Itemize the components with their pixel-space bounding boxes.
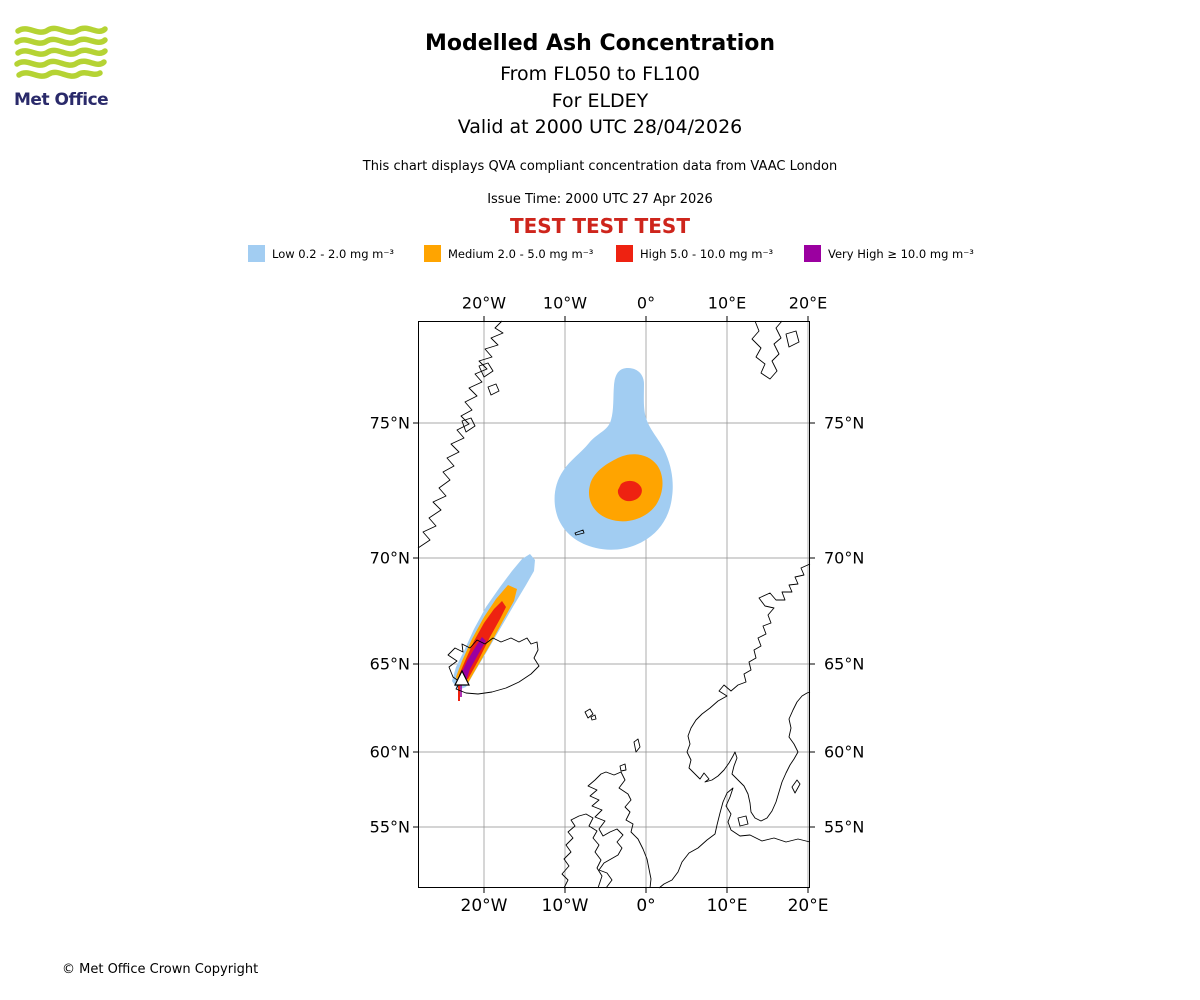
ash-high-polygon-north [617, 480, 642, 502]
lon-label-top-20e: 20°E [788, 293, 828, 313]
coast-orkney [619, 763, 627, 772]
compliance-note: This chart displays QVA compliant concen… [362, 159, 838, 174]
legend-swatch-very-high [804, 245, 821, 262]
lat-label-right-55n: 55°N [824, 817, 865, 837]
lon-label-bottom-20w: 20°W [460, 896, 508, 916]
coast-gotland [791, 779, 801, 794]
legend-label-high: High 5.0 - 10.0 mg m⁻³ [640, 246, 774, 261]
lon-label-top-0: 0° [636, 293, 656, 313]
map-ticks [413, 316, 815, 893]
legend-item-medium: Medium 2.0 - 5.0 mg m⁻³ [424, 245, 593, 262]
chart-subtitle-volcano: For ELDEY [551, 90, 649, 112]
lat-label-left-55n: 55°N [369, 817, 410, 837]
coast-svalbard [751, 320, 783, 380]
legend-swatch-medium [424, 245, 441, 262]
lat-label-left-65n: 65°N [369, 654, 410, 674]
lat-label-left-70n: 70°N [369, 548, 410, 568]
legend-item-very-high: Very High ≥ 10.0 mg m⁻³ [804, 245, 974, 262]
lat-label-left-75n: 75°N [369, 413, 410, 433]
coast-faroes-2 [590, 714, 597, 721]
legend-label-very-high: Very High ≥ 10.0 mg m⁻³ [828, 246, 974, 261]
met-office-logo: Met Office [14, 24, 114, 110]
lat-label-right-75n: 75°N [824, 413, 865, 433]
legend-label-medium: Medium 2.0 - 5.0 mg m⁻³ [448, 246, 594, 261]
ash-low-polygon-north [554, 368, 673, 550]
copyright-notice: © Met Office Crown Copyright [62, 962, 259, 977]
legend-label-low: Low 0.2 - 2.0 mg m⁻³ [272, 246, 395, 261]
legend-swatch-high [616, 245, 633, 262]
coast-svalbard-island [785, 330, 800, 348]
met-office-logo-text: Met Office [14, 90, 109, 110]
ash-clouds [452, 368, 673, 701]
coast-greenland [417, 320, 504, 549]
ash-veryhigh-polygon-iceland-plume [460, 637, 486, 682]
map-panel [413, 316, 815, 893]
lat-label-right-60n: 60°N [824, 742, 865, 762]
chart-title: Modelled Ash Concentration [424, 31, 776, 56]
coast-ireland [561, 813, 603, 889]
coast-scandinavia [686, 563, 811, 822]
lon-label-top-10w: 10°W [542, 293, 588, 313]
lon-label-top-20w: 20°W [461, 293, 507, 313]
coast-greenland-island-2 [461, 417, 476, 433]
legend-swatch-low [248, 245, 265, 262]
coast-great-britain [587, 771, 652, 889]
lat-label-left-60n: 60°N [369, 742, 410, 762]
coast-jan-mayen [574, 529, 585, 536]
lat-label-right-70n: 70°N [824, 548, 865, 568]
lon-label-bottom-10e: 10°E [706, 896, 748, 916]
volcano-marker [454, 669, 470, 686]
met-office-logo-waves [14, 25, 108, 79]
map-gridlines [418, 321, 810, 888]
lon-label-bottom-10w: 10°W [541, 896, 589, 916]
coast-faroes [584, 708, 594, 719]
chart-subtitle-flight-levels: From FL050 to FL100 [500, 63, 700, 85]
legend-item-high: High 5.0 - 10.0 mg m⁻³ [616, 245, 773, 262]
map [413, 316, 815, 893]
coast-denmark-continent [658, 787, 811, 889]
map-border [418, 321, 810, 888]
lon-label-bottom-0: 0° [636, 896, 656, 916]
coast-iceland [447, 637, 540, 695]
test-banner: TEST TEST TEST [510, 214, 690, 238]
coastlines [417, 320, 811, 889]
coast-greenland-island-1 [478, 362, 494, 378]
lon-label-bottom-20e: 20°E [787, 896, 829, 916]
coast-zealand [737, 815, 749, 827]
legend-item-low: Low 0.2 - 2.0 mg m⁻³ [248, 245, 394, 262]
issue-time: Issue Time: 2000 UTC 27 Apr 2026 [487, 192, 713, 207]
chart-subtitle-valid-time: Valid at 2000 UTC 28/04/2026 [457, 116, 743, 138]
coast-greenland-island-3 [487, 383, 500, 396]
lon-label-top-10e: 10°E [707, 293, 747, 313]
coast-shetland [633, 738, 641, 753]
lat-label-right-65n: 65°N [824, 654, 865, 674]
